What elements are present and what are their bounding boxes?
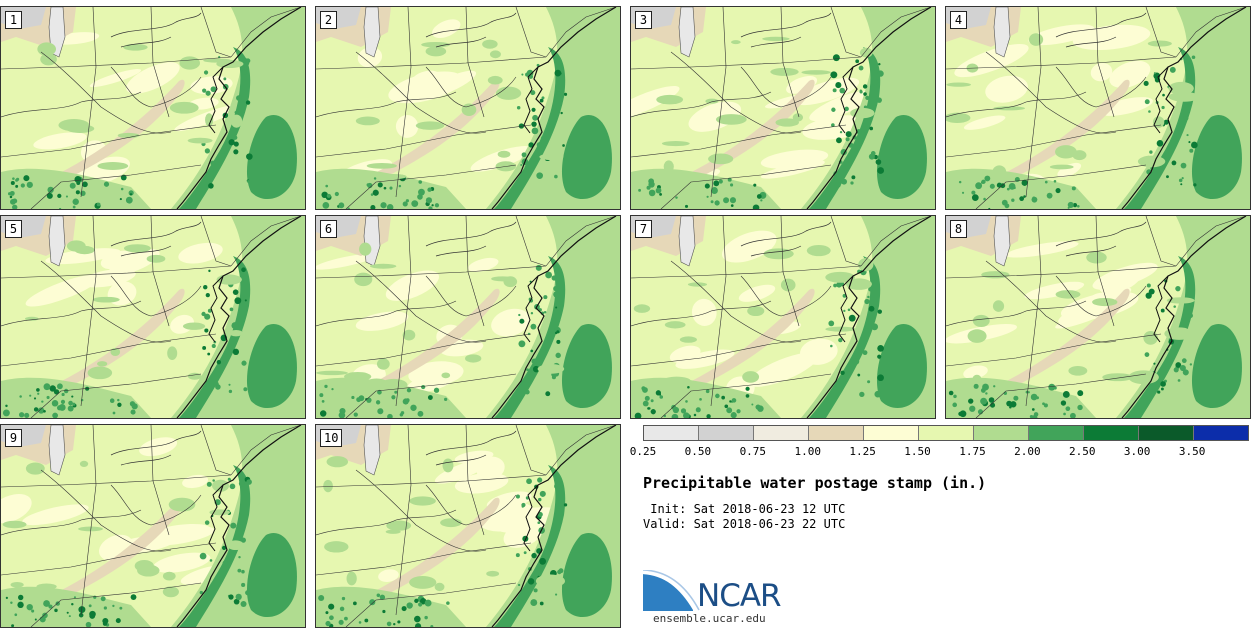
precip-water-map bbox=[946, 7, 1250, 209]
colorbar-tick: 3.50 bbox=[1178, 445, 1206, 458]
colorbar-swatch bbox=[809, 426, 864, 440]
stamp-panel-9: 9 bbox=[0, 424, 306, 628]
precip-water-map bbox=[1, 425, 305, 627]
member-label: 4 bbox=[950, 11, 967, 29]
member-label: 10 bbox=[320, 429, 343, 447]
precip-water-map bbox=[1, 216, 305, 418]
precip-water-map bbox=[946, 216, 1250, 418]
stamp-panel-7: 7 bbox=[630, 215, 936, 419]
member-label: 1 bbox=[5, 11, 22, 29]
precip-water-map bbox=[631, 7, 935, 209]
colorbar bbox=[643, 425, 1249, 441]
colorbar-swatch bbox=[644, 426, 699, 440]
colorbar-tick-labels: 0.25 0.50 0.75 1.00 1.25 1.50 1.75 2.00 2.50 3.00… bbox=[630, 445, 1247, 459]
precip-water-map bbox=[316, 425, 620, 627]
precip-water-map bbox=[316, 216, 620, 418]
member-label: 8 bbox=[950, 220, 967, 238]
precip-water-map bbox=[1, 7, 305, 209]
stamp-panel-4: 4 bbox=[945, 6, 1251, 210]
colorbar-swatch bbox=[1029, 426, 1084, 440]
colorbar-tick: 2.00 bbox=[1014, 445, 1041, 458]
colorbar-swatch bbox=[754, 426, 809, 440]
colorbar-tick: 0.25 bbox=[629, 445, 657, 458]
plot-title: Precipitable water postage stamp (in.) bbox=[643, 474, 987, 492]
colorbar-swatch bbox=[699, 426, 754, 440]
colorbar-tick: 0.75 bbox=[739, 445, 767, 458]
stamp-panel-3: 3 bbox=[630, 6, 936, 210]
colorbar-tick: 1.00 bbox=[794, 445, 821, 458]
ncar-logo-text: NCAR bbox=[697, 578, 782, 614]
colorbar-swatch bbox=[1139, 426, 1194, 440]
member-label: 6 bbox=[320, 220, 337, 238]
colorbar-tick: 2.50 bbox=[1069, 445, 1096, 458]
stamp-panel-8: 8 bbox=[945, 215, 1251, 419]
stamp-panel-1: 1 bbox=[0, 6, 306, 210]
precip-water-map bbox=[631, 216, 935, 418]
stamp-panel-5: 5 bbox=[0, 215, 306, 419]
colorbar-tick: 1.75 bbox=[959, 445, 986, 458]
colorbar-tick: 1.50 bbox=[904, 445, 931, 458]
member-label: 5 bbox=[5, 220, 22, 238]
colorbar-tick: 3.00 bbox=[1123, 445, 1151, 458]
member-label: 9 bbox=[5, 429, 22, 447]
colorbar-swatch bbox=[919, 426, 974, 440]
precip-water-map bbox=[316, 7, 620, 209]
member-label: 2 bbox=[320, 11, 337, 29]
colorbar-tick: 0.50 bbox=[684, 445, 712, 458]
colorbar-swatch bbox=[1194, 426, 1248, 440]
stamp-panel-10: 10 bbox=[315, 424, 621, 628]
valid-time: Valid: Sat 2018-06-23 22 UTC bbox=[643, 517, 846, 531]
init-time: Init: Sat 2018-06-23 12 UTC bbox=[643, 502, 846, 516]
ensemble-url[interactable]: ensemble.ucar.edu bbox=[653, 612, 766, 625]
stamp-panel-2: 2 bbox=[315, 6, 621, 210]
stamp-panel-6: 6 bbox=[315, 215, 621, 419]
colorbar-swatch bbox=[1084, 426, 1139, 440]
colorbar-swatch bbox=[864, 426, 919, 440]
ncar-logo-icon bbox=[643, 570, 700, 611]
colorbar-tick: 1.25 bbox=[849, 445, 876, 458]
member-label: 3 bbox=[635, 11, 652, 29]
member-label: 7 bbox=[635, 220, 652, 238]
colorbar-swatch bbox=[974, 426, 1029, 440]
